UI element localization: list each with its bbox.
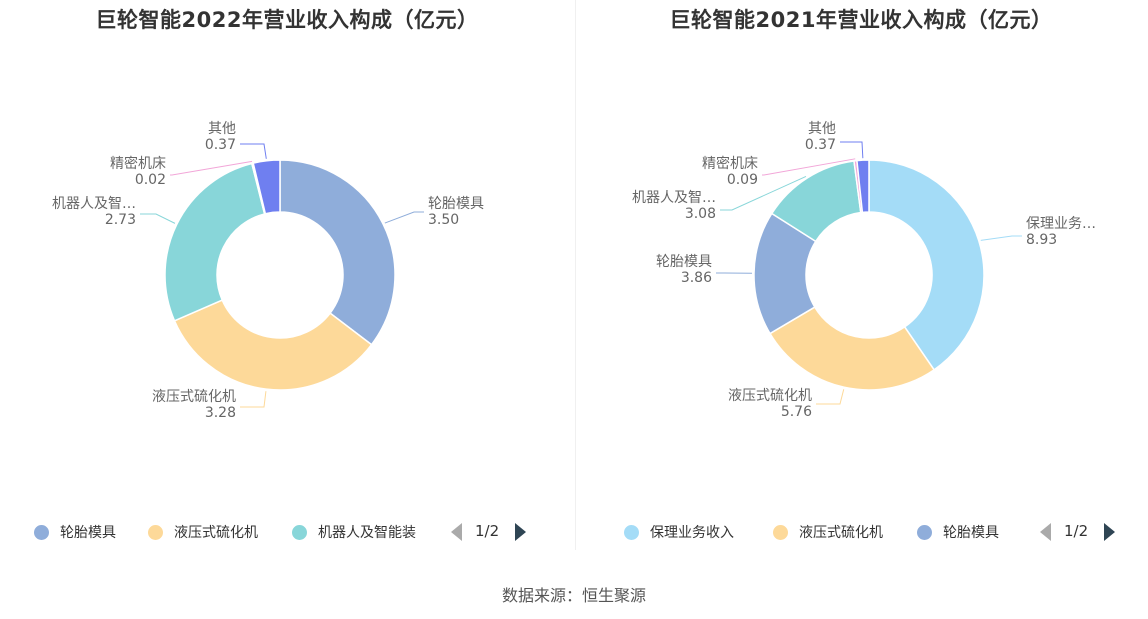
slice-name-label: 轮胎模具	[656, 254, 712, 270]
label-leader-line	[240, 143, 267, 159]
data-source-note: 数据来源：恒生聚源	[501, 586, 646, 605]
legend: 轮胎模具 液压式硫化机 机器人及智能装 1/2	[0, 518, 574, 546]
slice-name-label: 保理业务…	[1026, 216, 1096, 232]
slice-value-label: 3.28	[205, 405, 236, 421]
legend-swatch	[34, 525, 49, 540]
donut-slice-0[interactable]	[868, 159, 985, 371]
legend-swatch	[292, 525, 307, 540]
chart-panel-2021: 巨轮智能2021年营业收入构成（亿元） 保理业务… 8.93 液压式硫化机 5.76 轮…	[574, 0, 1148, 555]
legend: 保理业务收入 液压式硫化机 轮胎模具 1/2	[574, 518, 1148, 546]
slice-value-label: 3.50	[428, 212, 459, 228]
donut-slice-2[interactable]	[164, 162, 266, 322]
donut-slice-0[interactable]	[279, 159, 396, 346]
legend-swatch	[624, 525, 639, 540]
label-leader-line	[720, 175, 807, 211]
slice-name-label: 其他	[208, 121, 236, 137]
slice-value-label: 0.37	[205, 137, 236, 153]
legend-label: 机器人及智能装	[318, 525, 416, 541]
label-leader-line	[240, 391, 267, 408]
legend-swatch	[917, 525, 932, 540]
slice-name-label: 液压式硫化机	[728, 388, 812, 404]
slice-name-label: 机器人及智…	[52, 196, 136, 212]
prev-page-icon[interactable]	[451, 523, 462, 541]
legend-label: 液压式硫化机	[799, 525, 883, 541]
label-leader-line	[140, 213, 176, 224]
slice-value-label: 0.02	[135, 172, 166, 188]
prev-page-icon[interactable]	[1040, 523, 1051, 541]
panel-divider	[575, 0, 576, 550]
label-leader-line	[384, 211, 424, 224]
legend-page-indicator: 1/2	[475, 522, 500, 540]
label-leader-line	[816, 389, 845, 405]
label-leader-line	[980, 235, 1022, 241]
slice-value-label: 2.73	[105, 212, 136, 228]
donut-slice-1[interactable]	[173, 299, 373, 391]
slice-value-label: 3.86	[681, 270, 712, 286]
label-leader-line	[762, 158, 856, 176]
slice-value-label: 3.08	[685, 206, 716, 222]
label-leader-line	[170, 160, 253, 176]
donut-slice-1[interactable]	[768, 306, 936, 391]
slice-value-label: 8.93	[1026, 232, 1057, 248]
next-page-icon[interactable]	[1104, 523, 1115, 541]
donut-slice-4[interactable]	[252, 159, 281, 215]
slice-name-label: 其他	[808, 121, 836, 137]
next-page-icon[interactable]	[515, 523, 526, 541]
legend-swatch	[773, 525, 788, 540]
slice-value-label: 0.09	[727, 172, 758, 188]
slice-name-label: 精密机床	[110, 155, 166, 172]
chart-title: 巨轮智能2021年营业收入构成（亿元）	[669, 8, 1053, 32]
slice-value-label: 0.37	[805, 137, 836, 153]
slice-value-label: 5.76	[781, 404, 812, 420]
slice-name-label: 液压式硫化机	[152, 389, 236, 405]
slice-name-label: 机器人及智…	[632, 190, 716, 206]
legend-swatch	[148, 525, 163, 540]
legend-page-indicator: 1/2	[1064, 522, 1089, 540]
legend-label: 轮胎模具	[60, 525, 116, 541]
slice-name-label: 轮胎模具	[428, 196, 484, 212]
label-leader-line	[840, 141, 864, 159]
donut-slice-5[interactable]	[856, 159, 870, 214]
chart-title: 巨轮智能2022年营业收入构成（亿元）	[95, 8, 479, 32]
chart-panel-2022: 巨轮智能2022年营业收入构成（亿元） 轮胎模具 3.50 液压式硫化机 3.28 机器…	[0, 0, 574, 555]
slice-name-label: 精密机床	[702, 155, 758, 172]
legend-label: 液压式硫化机	[174, 525, 258, 541]
legend-label: 保理业务收入	[650, 525, 734, 541]
legend-label: 轮胎模具	[943, 525, 999, 541]
